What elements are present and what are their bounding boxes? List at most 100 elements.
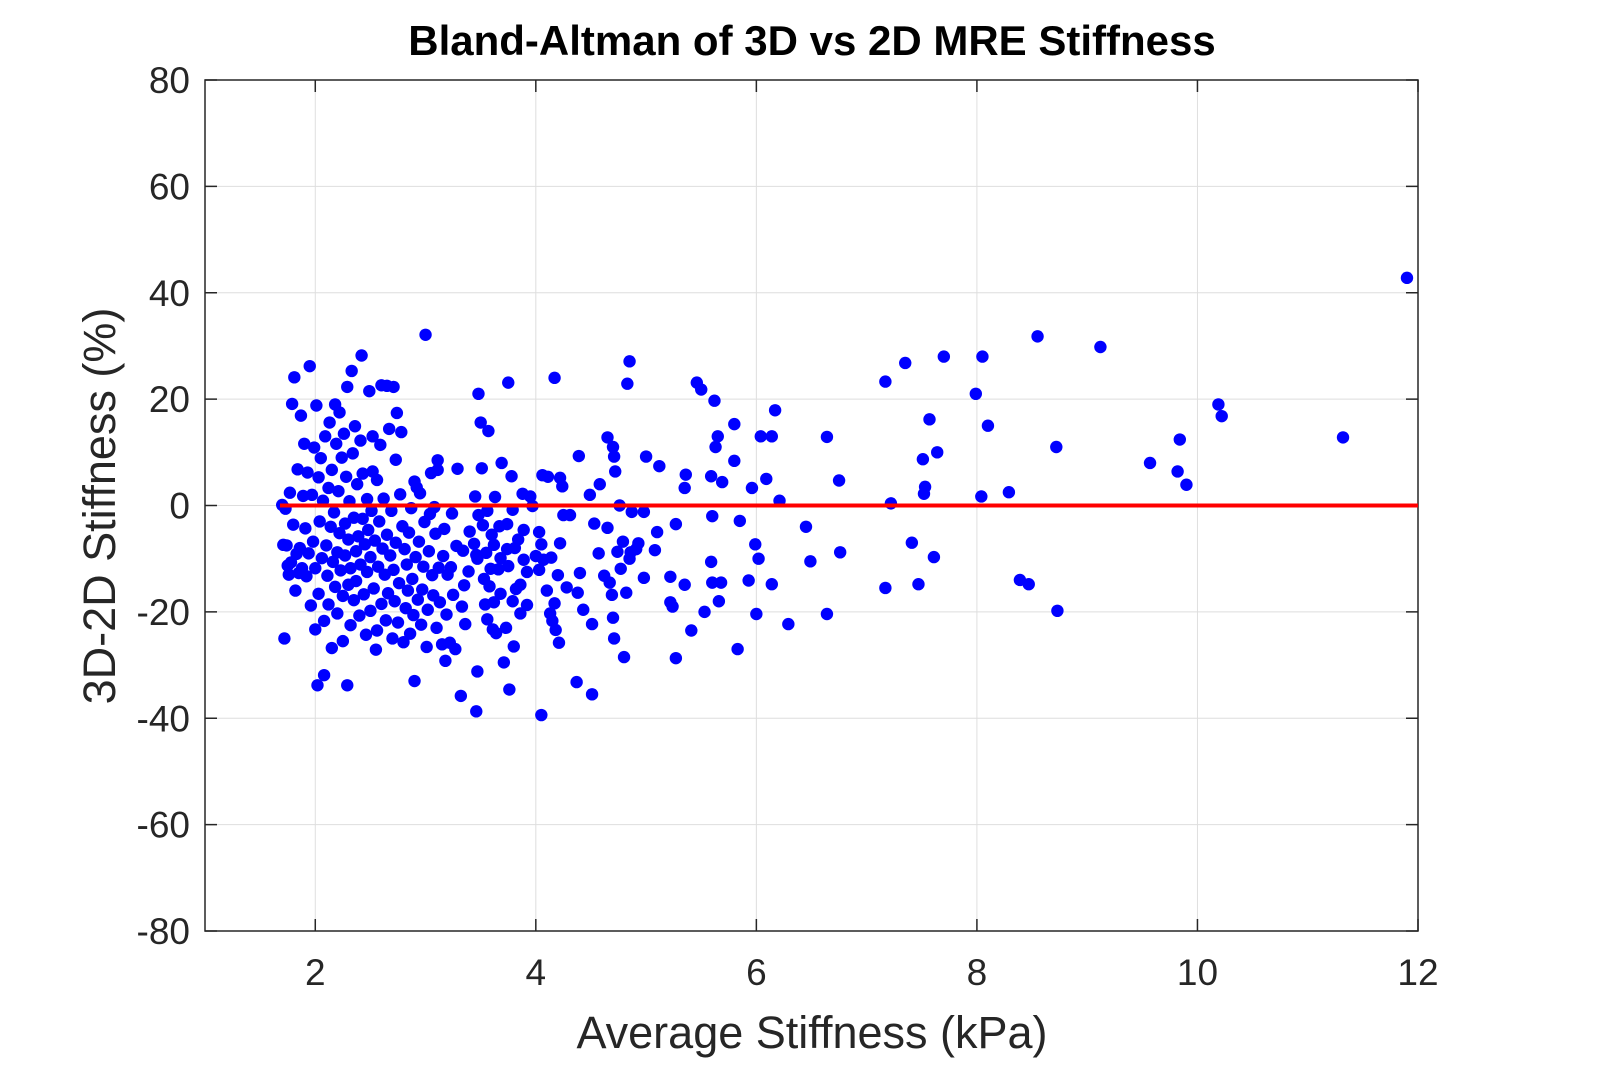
data-point <box>585 688 599 701</box>
data-point <box>820 607 834 621</box>
data-point <box>356 467 369 480</box>
data-point <box>325 463 339 477</box>
data-point <box>311 679 324 692</box>
data-point <box>488 490 502 504</box>
data-point <box>294 409 308 422</box>
data-point <box>312 471 325 484</box>
data-point <box>425 568 439 582</box>
data-point <box>335 451 348 464</box>
data-point <box>296 489 310 503</box>
data-point <box>1050 440 1063 454</box>
data-point <box>623 355 636 368</box>
data-point <box>606 611 620 624</box>
data-point <box>505 470 518 483</box>
data-point <box>733 514 747 528</box>
data-point <box>411 593 425 606</box>
x-axis-label: Average Stiffness (kPa) <box>576 1007 1047 1058</box>
data-point <box>409 550 422 564</box>
data-point <box>427 589 440 602</box>
data-point <box>357 588 370 601</box>
data-point <box>927 550 941 564</box>
data-point <box>430 621 443 635</box>
data-point <box>752 552 765 565</box>
data-point <box>543 607 557 620</box>
data-point <box>650 525 664 539</box>
data-point <box>669 517 683 531</box>
data-point <box>742 574 755 587</box>
data-point <box>347 511 361 524</box>
data-point <box>760 472 773 486</box>
data-point <box>368 534 382 547</box>
data-point <box>341 679 354 692</box>
data-point <box>548 597 561 610</box>
data-point <box>412 535 426 548</box>
data-point <box>916 453 930 466</box>
data-point <box>282 568 296 581</box>
data-point <box>439 654 452 668</box>
data-point <box>317 668 331 682</box>
data-point <box>577 603 590 616</box>
data-point <box>283 486 297 499</box>
data-point <box>532 563 546 577</box>
data-point <box>625 505 638 519</box>
data-point <box>494 587 507 600</box>
data-point <box>486 623 500 636</box>
data-point <box>445 507 459 520</box>
data-point <box>1336 431 1350 444</box>
data-point <box>472 387 485 401</box>
data-point <box>397 635 410 649</box>
data-point <box>981 419 995 432</box>
data-point <box>601 431 614 444</box>
data-point <box>502 559 515 573</box>
data-point <box>551 568 565 582</box>
data-point <box>391 616 405 629</box>
data-point <box>495 456 508 470</box>
data-point <box>572 449 586 463</box>
data-point <box>506 595 519 608</box>
data-point <box>292 566 305 580</box>
data-point <box>482 424 495 438</box>
data-point <box>704 555 718 569</box>
data-point <box>440 608 453 621</box>
data-point <box>879 375 892 388</box>
data-point <box>390 406 404 420</box>
data-point <box>459 617 472 631</box>
data-point <box>607 450 621 463</box>
data-point <box>312 587 325 600</box>
data-point <box>690 376 704 389</box>
data-point <box>588 517 601 530</box>
data-point <box>704 470 718 483</box>
data-point <box>408 475 421 488</box>
data-point <box>338 517 352 530</box>
data-point <box>285 397 299 411</box>
data-point <box>712 595 726 608</box>
data-point <box>322 598 335 611</box>
data-point <box>360 492 374 506</box>
data-point <box>309 562 322 575</box>
data-point <box>289 584 302 597</box>
data-point <box>324 520 337 533</box>
data-point <box>1400 271 1414 285</box>
data-point <box>395 425 408 439</box>
data-point <box>373 515 386 528</box>
data-point <box>617 650 631 664</box>
data-point <box>685 624 698 637</box>
data-point <box>336 589 350 603</box>
data-point <box>479 546 493 560</box>
data-point <box>571 586 584 599</box>
data-point <box>377 492 390 505</box>
data-point <box>804 555 817 568</box>
data-points <box>275 271 1414 722</box>
data-point <box>330 437 343 451</box>
data-point <box>369 643 383 656</box>
data-point <box>375 379 388 392</box>
data-point <box>471 665 484 678</box>
data-point <box>454 689 468 703</box>
y-tick-label: -20 <box>137 592 190 633</box>
data-point <box>709 440 722 454</box>
y-tick-label: 40 <box>149 273 190 314</box>
x-tick-label: 2 <box>305 952 326 993</box>
data-point <box>1173 433 1187 446</box>
data-point <box>470 548 483 562</box>
